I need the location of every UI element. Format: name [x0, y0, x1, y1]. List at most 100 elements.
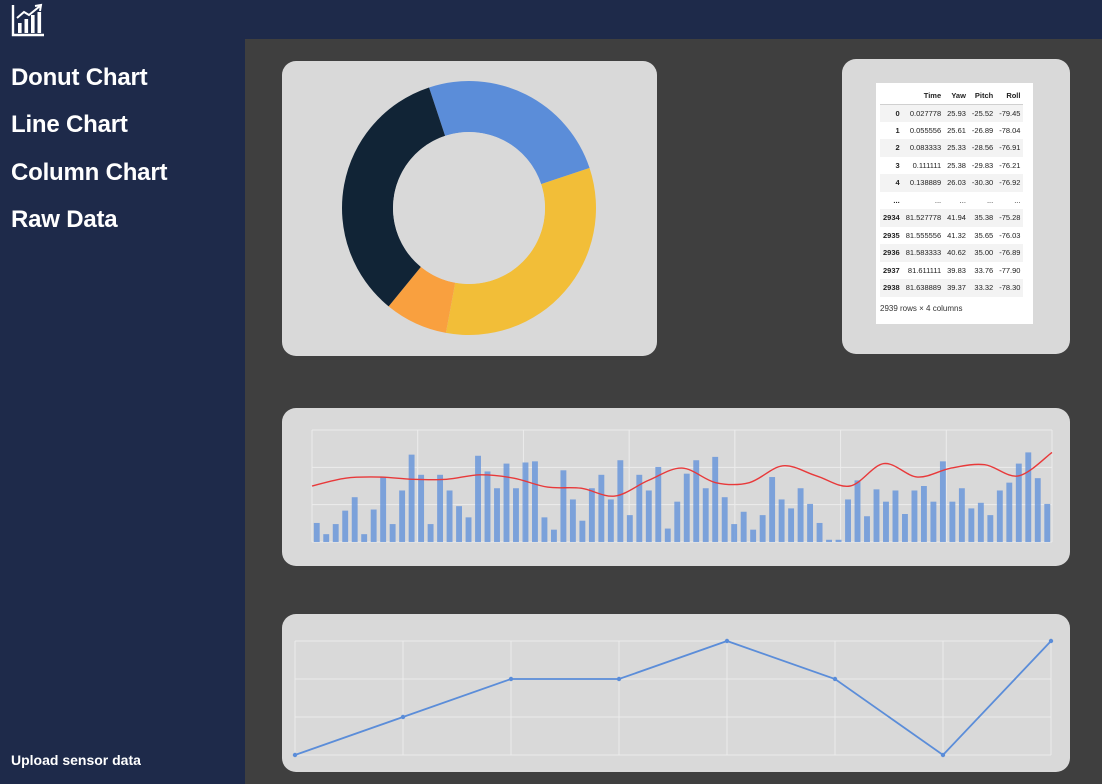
column-bar[interactable] [550, 529, 557, 542]
column-bar[interactable] [513, 488, 519, 542]
column-bar[interactable] [864, 516, 870, 542]
donut-slice[interactable] [388, 266, 456, 333]
column-bar[interactable] [759, 515, 766, 542]
column-bar[interactable] [484, 471, 491, 542]
column-bar[interactable] [607, 499, 614, 542]
column-bar[interactable] [892, 490, 899, 542]
column-bar[interactable] [835, 539, 842, 542]
column-bar[interactable] [845, 499, 851, 542]
column-bar[interactable] [930, 501, 937, 542]
line-point[interactable] [400, 714, 406, 720]
line-point[interactable] [940, 752, 946, 758]
table-cell: 3 [895, 160, 900, 170]
column-bar[interactable] [655, 466, 662, 542]
column-bar[interactable] [361, 534, 368, 542]
line-point[interactable] [508, 676, 514, 682]
column-bar[interactable] [873, 489, 880, 542]
line-point[interactable] [724, 638, 730, 644]
column-bar[interactable] [939, 461, 946, 542]
column-bar[interactable] [731, 524, 738, 542]
column-bar[interactable] [588, 488, 595, 542]
column-bar[interactable] [958, 488, 965, 542]
column-bar[interactable] [750, 529, 757, 542]
column-bar[interactable] [1025, 452, 1032, 542]
column-bar[interactable] [446, 490, 453, 542]
nav-line-chart[interactable]: Line Chart [11, 111, 128, 138]
column-bar[interactable] [977, 502, 984, 542]
column-bar[interactable] [437, 474, 444, 542]
column-bar[interactable] [911, 490, 918, 542]
column-bar[interactable] [987, 515, 994, 542]
column-bar[interactable] [769, 477, 776, 542]
column-bar[interactable] [427, 524, 434, 542]
column-bar[interactable] [323, 534, 330, 542]
line-point[interactable] [292, 752, 298, 758]
column-bar[interactable] [626, 515, 633, 542]
column-bar[interactable] [456, 506, 462, 542]
nav-column-chart[interactable]: Column Chart [11, 159, 168, 186]
donut-slice[interactable] [445, 168, 596, 335]
table-cell: 41.94 [947, 213, 966, 223]
column-bar[interactable] [380, 477, 387, 542]
column-bar[interactable] [494, 488, 500, 542]
column-bar[interactable] [579, 520, 586, 542]
column-bar[interactable] [807, 503, 814, 542]
column-bar[interactable] [1015, 463, 1022, 542]
column-bar[interactable] [560, 470, 567, 542]
column-bar[interactable] [342, 510, 349, 542]
line-point[interactable] [832, 676, 838, 682]
column-bar[interactable] [408, 454, 415, 542]
column-bar[interactable] [883, 501, 889, 542]
column-bar[interactable] [645, 490, 652, 542]
column-bar[interactable] [854, 480, 861, 542]
column-bar[interactable] [1044, 503, 1051, 542]
column-bar[interactable] [370, 509, 377, 542]
column-bar[interactable] [399, 490, 406, 542]
column-bar[interactable] [522, 462, 529, 542]
column-bar[interactable] [683, 473, 690, 542]
column-bar[interactable] [674, 501, 681, 542]
column-bar[interactable] [778, 499, 785, 542]
column-bar[interactable] [503, 463, 510, 542]
column-bar[interactable] [949, 501, 956, 542]
upload-sensor-data-button[interactable]: Upload sensor data [11, 752, 141, 768]
column-bar[interactable] [389, 524, 396, 542]
donut-slice[interactable] [429, 81, 590, 185]
line-point[interactable] [616, 676, 622, 682]
column-bar[interactable] [541, 517, 548, 542]
column-bar[interactable] [721, 497, 728, 542]
column-bar[interactable] [740, 511, 747, 542]
column-bar[interactable] [826, 539, 832, 542]
column-bar[interactable] [598, 474, 605, 542]
donut-slice[interactable] [342, 87, 446, 307]
column-bar[interactable] [693, 460, 700, 542]
column-bar[interactable] [465, 517, 472, 542]
bar-chart-trend-icon[interactable] [10, 3, 46, 37]
column-bar[interactable] [475, 455, 481, 542]
table-header-cell: Pitch [968, 87, 997, 105]
column-bar[interactable] [816, 522, 823, 542]
column-bar[interactable] [702, 488, 709, 542]
column-bar[interactable] [636, 474, 643, 542]
column-bar[interactable] [332, 524, 339, 542]
column-bar[interactable] [532, 461, 538, 542]
line-point[interactable] [1048, 638, 1054, 644]
nav-donut-chart[interactable]: Donut Chart [11, 64, 148, 91]
column-bar[interactable] [788, 508, 795, 542]
column-bar[interactable] [797, 488, 804, 542]
column-bar[interactable] [902, 514, 908, 542]
column-bar[interactable] [996, 490, 1003, 542]
column-bar[interactable] [664, 528, 671, 542]
column-bar[interactable] [617, 460, 624, 542]
column-bar[interactable] [569, 499, 576, 542]
column-bar[interactable] [712, 456, 719, 542]
top-bar [0, 0, 1102, 39]
column-bar[interactable] [351, 497, 358, 542]
column-bar[interactable] [418, 474, 425, 542]
column-bar[interactable] [1006, 482, 1013, 542]
column-bar[interactable] [968, 508, 975, 542]
column-bar[interactable] [1034, 478, 1041, 542]
nav-raw-data[interactable]: Raw Data [11, 206, 118, 233]
column-bar[interactable] [313, 522, 320, 542]
column-bar[interactable] [920, 486, 927, 542]
